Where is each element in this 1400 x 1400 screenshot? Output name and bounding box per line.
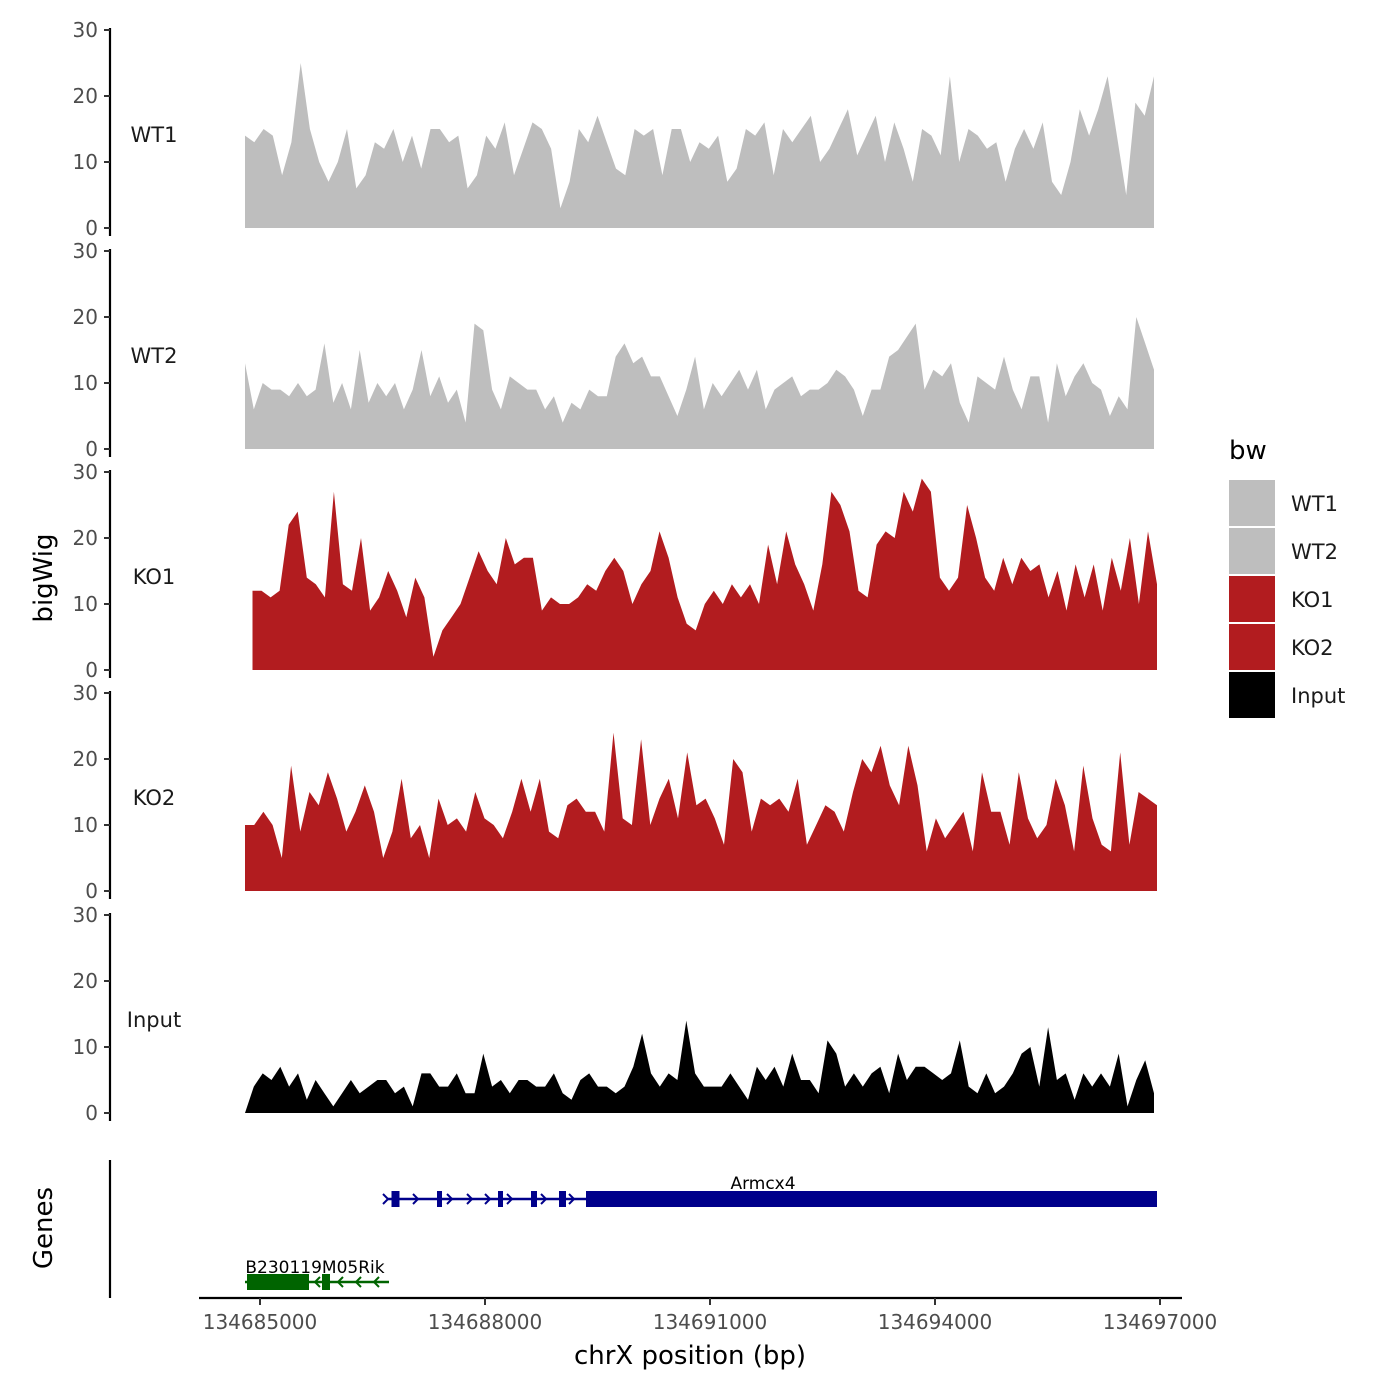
strand-arrow: [568, 1193, 576, 1205]
y-tick-label: 20: [73, 526, 98, 550]
y-tick-label: 10: [73, 150, 98, 174]
gene-armcx4: Armcx4: [382, 1174, 1157, 1207]
strand-arrow: [446, 1193, 454, 1205]
coverage-area-wt2: [245, 317, 1154, 449]
x-tick-label: 134685000: [203, 1310, 318, 1334]
y-tick-label: 0: [85, 879, 98, 903]
y-tick-label: 10: [73, 813, 98, 837]
legend-swatch-wt2: [1229, 528, 1275, 574]
gene-label: B230119M05Rik: [245, 1258, 384, 1278]
strand-arrow: [372, 1276, 380, 1288]
gene-exon: [322, 1274, 330, 1290]
legend-swatch-ko2: [1229, 624, 1275, 670]
y-tick-label: 30: [73, 239, 98, 263]
coverage-area-wt1: [245, 63, 1154, 228]
track-panel-wt2: 0 10 20 30 WT2: [73, 239, 1154, 461]
track-label: WT2: [131, 344, 178, 368]
track-panel-ko1: 0 10 20 30 KO1: [73, 460, 1157, 682]
strand-arrow: [354, 1276, 362, 1288]
y-tick-label: 20: [73, 305, 98, 329]
strand-arrow: [506, 1193, 514, 1205]
legend-title: bw: [1229, 436, 1267, 466]
legend-label: WT1: [1291, 492, 1338, 516]
track-panel-wt1: 0 10 20 30 WT1: [73, 18, 1154, 240]
y-tick-label: 10: [73, 592, 98, 616]
track-label: KO2: [133, 786, 176, 810]
gene-exon: [437, 1191, 442, 1207]
legend-swatch-ko1: [1229, 576, 1275, 622]
x-tick-label: 134697000: [1103, 1310, 1218, 1334]
legend-label: KO2: [1291, 636, 1334, 660]
strand-arrow: [484, 1193, 492, 1205]
gene-exon: [391, 1191, 400, 1207]
y-tick-label: 30: [73, 460, 98, 484]
gene-exon: [498, 1191, 503, 1207]
gene-exon: [531, 1191, 537, 1207]
coverage-area-ko1: [252, 478, 1157, 670]
genes-axis-title: Genes: [29, 1187, 59, 1269]
legend: bw WT1 WT2 KO1 KO2 Input: [1229, 436, 1345, 718]
track-panel-input: 0 10 20 30 Input: [73, 903, 1154, 1125]
genes-panel: Genes B230119M05Rik Armcx4: [29, 1160, 1157, 1298]
y-tick-label: 20: [73, 84, 98, 108]
strand-arrow: [336, 1276, 344, 1288]
track-label: Input: [127, 1008, 181, 1032]
coverage-area-input: [245, 1020, 1154, 1113]
legend-swatch-wt1: [1229, 480, 1275, 526]
strand-arrow: [313, 1276, 321, 1288]
x-axis: 134685000 134688000 134691000 134694000 1346…: [199, 1296, 1218, 1371]
gene-label: Armcx4: [730, 1174, 795, 1194]
track-label: KO1: [133, 565, 176, 589]
y-tick-label: 20: [73, 969, 98, 993]
gene-b230119m05rik: B230119M05Rik: [245, 1258, 389, 1290]
legend-label: WT2: [1291, 540, 1338, 564]
y-tick-label: 0: [85, 658, 98, 682]
strand-arrow: [412, 1193, 420, 1205]
track-label: WT1: [131, 123, 178, 147]
y-tick-label: 0: [85, 216, 98, 240]
strand-arrow: [540, 1193, 548, 1205]
strand-arrow: [382, 1193, 390, 1205]
x-tick-label: 134691000: [653, 1310, 768, 1334]
strand-arrow: [466, 1193, 474, 1205]
x-tick-label: 134694000: [878, 1310, 993, 1334]
gene-exon: [586, 1191, 1157, 1207]
legend-label: Input: [1291, 684, 1345, 708]
legend-label: KO1: [1291, 588, 1334, 612]
x-axis-title: chrX position (bp): [574, 1341, 806, 1371]
gene-exon: [247, 1274, 309, 1290]
y-tick-label: 30: [73, 681, 98, 705]
y-tick-label: 30: [73, 903, 98, 927]
legend-swatch-input: [1229, 672, 1275, 718]
y-tick-label: 20: [73, 747, 98, 771]
coverage-area-ko2: [245, 732, 1157, 891]
y-tick-label: 10: [73, 371, 98, 395]
y-tick-label: 0: [85, 1101, 98, 1125]
track-panel-ko2: 0 10 20 30 KO2: [73, 681, 1157, 903]
x-tick-label: 134688000: [428, 1310, 543, 1334]
y-axis-title: bigWig: [29, 533, 59, 622]
gene-exon: [559, 1191, 566, 1207]
y-tick-label: 0: [85, 437, 98, 461]
y-tick-label: 10: [73, 1035, 98, 1059]
y-tick-label: 30: [73, 18, 98, 42]
